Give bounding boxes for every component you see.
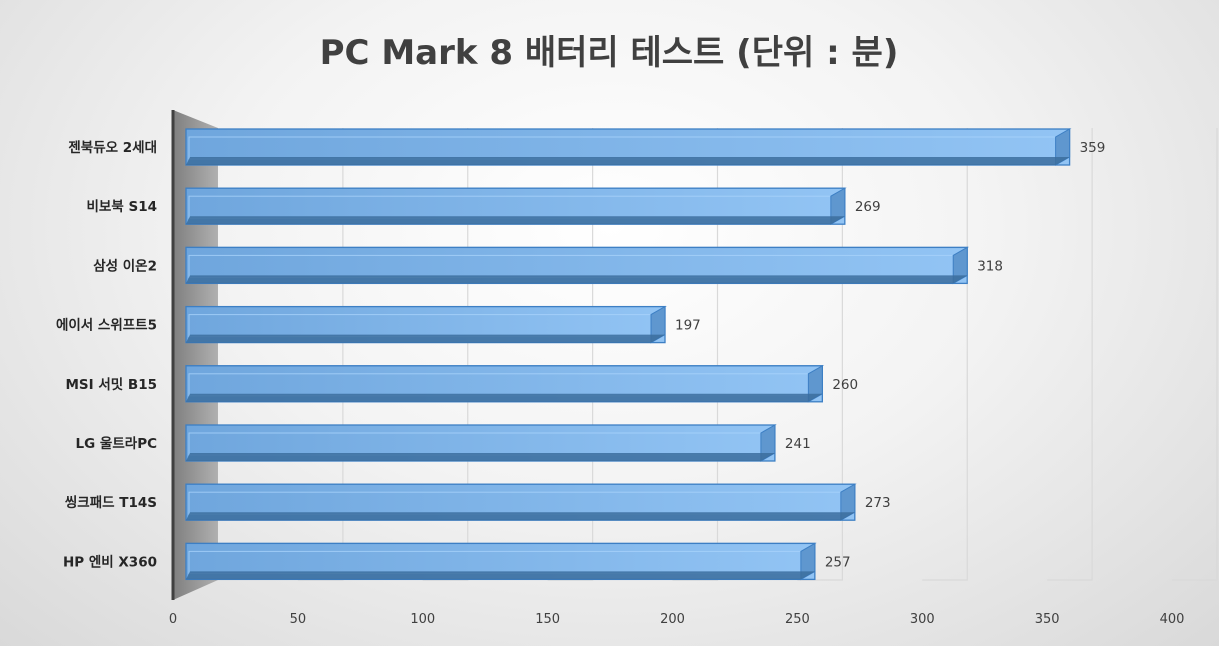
value-label-7: 273: [865, 495, 891, 511]
gridline-400: [1172, 128, 1218, 581]
x-tick-label-250: 250: [785, 612, 810, 627]
x-tick-label-150: 150: [535, 612, 560, 627]
chart-title: PC Mark 8 배터리 테스트 (단위 : 분): [320, 33, 899, 73]
bar-bottom-face: [186, 571, 815, 580]
bar-bottom-face: [186, 512, 855, 521]
x-tick-label-0: 0: [169, 612, 177, 627]
x-tick-label-50: 50: [290, 612, 307, 627]
bar-bottom-face: [186, 453, 775, 461]
value-labels: 359 269 318 197 260 241 273 257: [675, 140, 1105, 570]
category-label-8: HP 엔비 X360: [63, 553, 157, 570]
category-label-6: LG 울트라PC: [76, 435, 158, 452]
x-tick-label-300: 300: [910, 612, 935, 627]
bar-7: [185, 483, 857, 522]
bar-5: [185, 364, 825, 403]
bar-6: [185, 424, 777, 462]
bar-bottom-face: [186, 275, 968, 284]
category-label-2: 비보북 S14: [87, 199, 157, 215]
category-label-4: 에이서 스위프트5: [56, 317, 157, 334]
category-label-5: MSI 서밋 B15: [66, 376, 158, 393]
bar-1: [185, 128, 1072, 166]
gridline-350: [1047, 128, 1093, 581]
x-tick-label-200: 200: [660, 612, 685, 627]
bar-8: [185, 542, 817, 581]
category-label-1: 젠북듀오 2세대: [68, 140, 157, 156]
bar-bottom-face: [186, 393, 823, 402]
value-label-1: 359: [1080, 140, 1106, 156]
value-label-8: 257: [825, 554, 851, 570]
value-label-2: 269: [855, 199, 881, 215]
chart-side-wall: [171, 110, 218, 600]
bar-4: [185, 305, 667, 344]
category-label-3: 삼성 이온2: [93, 257, 157, 274]
side-wall: [173, 110, 218, 600]
bars: [185, 128, 1072, 581]
value-label-5: 260: [832, 377, 858, 393]
x-tick-label-350: 350: [1035, 612, 1060, 627]
x-tick-label-400: 400: [1160, 612, 1185, 627]
x-axis-tick-labels: 0 50 100 150 200 250 300 350 400: [169, 612, 1185, 627]
category-label-7: 씽크패드 T14S: [65, 495, 157, 511]
value-label-4: 197: [675, 318, 701, 334]
bar-bottom-face: [186, 334, 666, 343]
value-label-3: 318: [977, 258, 1003, 274]
bar-bottom-face: [186, 157, 1070, 165]
bar-2: [185, 187, 847, 226]
gridline-300: [922, 128, 968, 581]
bar-3: [185, 246, 970, 285]
value-label-6: 241: [785, 436, 811, 452]
bar-bottom-face: [186, 216, 845, 225]
x-tick-label-100: 100: [410, 612, 435, 627]
